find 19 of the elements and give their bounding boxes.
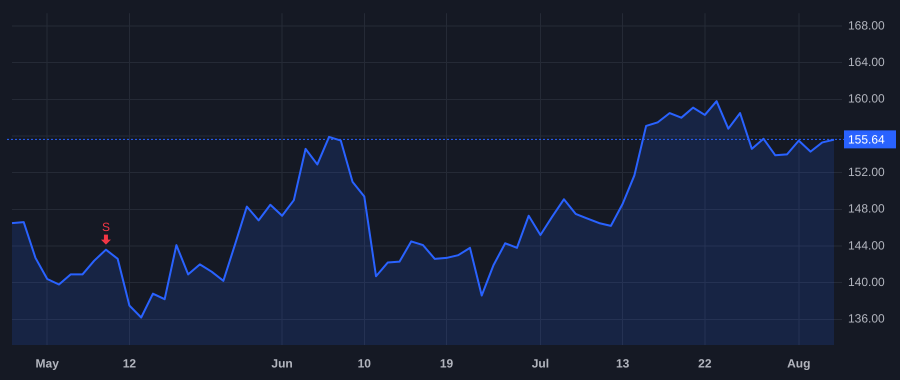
x-tick-label: 22: [698, 356, 712, 371]
y-tick-label: 168.00: [848, 18, 886, 32]
ref-line-label: 155.64: [848, 132, 886, 147]
y-tick-label: 164.00: [848, 55, 886, 70]
x-tick-label: Jun: [271, 356, 293, 371]
x-tick-label: May: [36, 356, 60, 371]
y-tick-label: 140.00: [848, 274, 886, 289]
x-tick-label: Jul: [532, 356, 550, 371]
annotation: S: [102, 220, 110, 234]
x-tick-label: 19: [440, 356, 454, 371]
y-tick-label: 144.00: [848, 238, 886, 252]
y-tick-label: 160.00: [848, 92, 886, 106]
x-tick-label: Aug: [787, 356, 810, 371]
y-tick-label: 136.00: [848, 312, 886, 326]
y-tick-label: 152.00: [848, 164, 886, 179]
x-tick-label: 13: [616, 356, 630, 371]
x-tick-label: 10: [358, 356, 372, 371]
x-tick-label: 12: [122, 356, 136, 371]
y-tick-label: 148.00: [848, 202, 886, 216]
